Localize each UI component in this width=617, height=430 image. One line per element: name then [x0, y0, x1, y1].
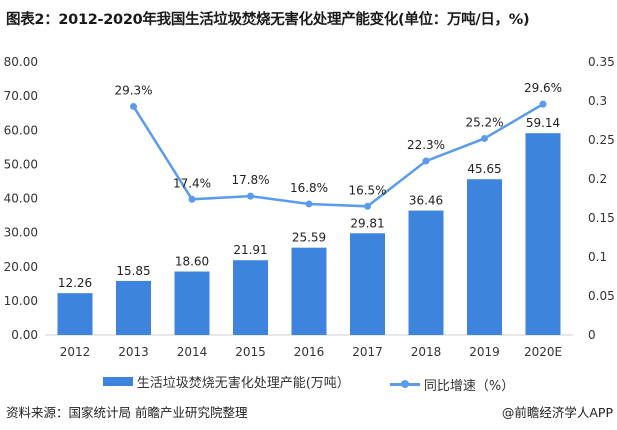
- line-point: [130, 102, 137, 110]
- legend: 生活垃圾焚烧无害化处理产能(万吨） 同比增速（%）: [0, 372, 617, 394]
- line-value-label: 22.3%: [407, 138, 445, 152]
- x-tick-label: 2012: [60, 345, 91, 359]
- legend-label-bar: 生活垃圾焚烧无害化处理产能(万吨）: [136, 376, 350, 391]
- y-right-tick-label: 0.1: [588, 250, 607, 264]
- y-left-tick-label: 0.00: [11, 328, 38, 342]
- bar-value-label: 25.59: [292, 231, 326, 245]
- bar: [350, 233, 385, 335]
- bar: [57, 293, 93, 335]
- line-value-label: 17.4%: [173, 176, 211, 190]
- bar-value-label: 59.14: [526, 116, 560, 130]
- line-point: [247, 192, 254, 200]
- y-right-tick-label: 0.35: [588, 55, 615, 69]
- bar: [467, 179, 502, 335]
- y-left-tick-label: 50.00: [4, 157, 38, 171]
- line-point: [188, 195, 196, 203]
- legend-item-bar: 生活垃圾焚烧无害化处理产能(万吨）: [102, 372, 350, 391]
- y-right-tick-label: 0.3: [588, 94, 607, 108]
- legend-item-line: 同比增速（%）: [389, 375, 515, 394]
- x-tick-label: 2014: [177, 345, 208, 359]
- y-right-tick-label: 0.05: [588, 289, 615, 303]
- y-left-tick-label: 70.00: [4, 89, 38, 103]
- bar: [525, 133, 561, 335]
- x-tick-label: 2020E: [524, 345, 562, 359]
- y-right-tick-label: 0: [588, 328, 596, 342]
- y-right-tick-label: 0.2: [588, 172, 607, 186]
- line-value-label: 17.8%: [231, 173, 269, 187]
- legend-swatch-line: [389, 380, 420, 388]
- x-tick-label: 2017: [352, 345, 383, 359]
- bar-value-label: 21.91: [233, 243, 267, 257]
- y-left-tick-label: 80.00: [4, 55, 38, 69]
- brand-note: @前瞻经济学人APP: [501, 405, 613, 420]
- line-point: [305, 200, 313, 208]
- y-left-tick-label: 30.00: [4, 226, 38, 240]
- y-right-tick-label: 0.25: [588, 133, 615, 147]
- legend-label-line: 同比增速（%）: [423, 379, 515, 394]
- bar-value-label: 45.65: [467, 162, 501, 176]
- source-note: 资料来源：国家统计局 前瞻产业研究院整理: [6, 405, 248, 420]
- line-value-label: 16.5%: [348, 183, 386, 197]
- bar-value-label: 18.60: [175, 255, 209, 269]
- y-left-tick-label: 10.00: [4, 294, 38, 308]
- y-right-tick-label: 0.15: [588, 211, 615, 225]
- line-point: [481, 134, 488, 142]
- line-point: [422, 157, 430, 165]
- line-point: [364, 202, 371, 210]
- bar: [116, 280, 151, 335]
- line-value-label: 29.6%: [524, 81, 562, 95]
- bar-value-label: 15.85: [116, 264, 150, 278]
- x-tick-label: 2016: [294, 345, 325, 359]
- x-tick-label: 2019: [469, 345, 500, 359]
- line-value-label: 25.2%: [465, 115, 503, 129]
- x-tick-label: 2013: [118, 345, 149, 359]
- y-left-tick-label: 20.00: [4, 260, 38, 274]
- x-tick-label: 2018: [411, 345, 442, 359]
- bar: [174, 271, 210, 335]
- line-value-label: 16.8%: [290, 181, 328, 195]
- line-value-label: 29.3%: [114, 83, 152, 97]
- chart-title: 图表2：2012-2020年我国生活垃圾焚烧无害化处理产能变化(单位：万吨/日，…: [6, 12, 530, 28]
- bar-value-label: 29.81: [350, 216, 384, 230]
- legend-swatch-bar: [102, 377, 133, 386]
- bar-value-label: 12.26: [58, 276, 92, 290]
- y-left-tick-label: 40.00: [4, 192, 38, 206]
- bar: [233, 260, 268, 335]
- line-series: [132, 103, 544, 208]
- x-tick-label: 2015: [235, 345, 266, 359]
- bar: [291, 247, 327, 335]
- bar: [408, 210, 444, 335]
- y-left-tick-label: 60.00: [4, 123, 38, 137]
- line-point: [539, 100, 547, 108]
- bar-value-label: 36.46: [409, 194, 443, 208]
